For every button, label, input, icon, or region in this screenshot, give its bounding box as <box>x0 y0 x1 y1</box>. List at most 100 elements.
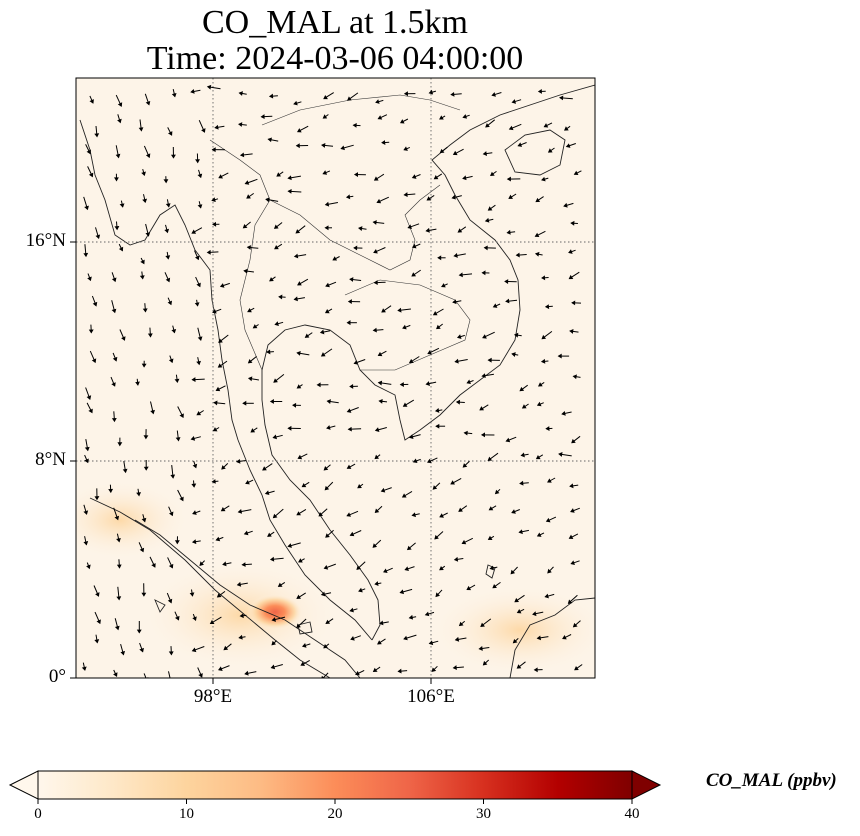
wind-arrow-head <box>425 227 430 233</box>
wind-arrow-head <box>573 170 579 176</box>
wind-arrow-head <box>487 535 493 541</box>
map-title-line2: Time: 2024-03-06 04:00:00 <box>146 40 524 77</box>
wind-arrow-head <box>436 324 441 330</box>
wind-arrow-head <box>478 646 483 651</box>
wind-arrow-head <box>221 465 226 470</box>
wind-arrow-head <box>287 543 292 548</box>
wind-arrow-head <box>211 479 216 484</box>
wind-arrow-head <box>274 321 279 327</box>
wind-arrow-head <box>319 329 325 335</box>
wind-arrow-head <box>296 594 301 599</box>
wind-arrow-head <box>427 458 432 464</box>
wind-arrow-head <box>324 225 329 231</box>
wind-arrow-head <box>534 232 540 238</box>
wind-arrow-head <box>239 152 245 158</box>
wind-arrow-head <box>428 89 434 95</box>
wind-arrow-head <box>274 244 279 250</box>
wind-arrow-head <box>439 566 444 571</box>
plume-hotspot <box>247 594 303 630</box>
lat-tick-label-16n: 16°N <box>25 230 66 251</box>
wind-arrow-head <box>516 664 522 669</box>
wind-arrow-head <box>545 426 550 431</box>
wind-arrow-head <box>170 474 176 479</box>
wind-arrow-head <box>547 148 553 153</box>
wind-arrow-head <box>562 634 567 640</box>
wind-arrow-head <box>213 400 218 406</box>
wind-arrow-head <box>169 511 174 517</box>
wind-arrow-head <box>403 192 408 198</box>
wind-arrow-head <box>168 358 174 364</box>
wind-arrow-head <box>265 197 270 203</box>
wind-arrow-head <box>114 177 119 182</box>
wind-arrow-head <box>504 279 509 285</box>
wind-arrow-head <box>434 408 440 413</box>
wind-arrow-head <box>111 417 117 423</box>
wind-arrow-head <box>326 425 331 430</box>
wind-arrow-head <box>191 647 197 653</box>
axis-ticks <box>70 241 432 684</box>
wind-arrow-head <box>151 563 156 568</box>
wind-arrow-head <box>463 430 468 436</box>
wind-arrow-head <box>83 252 89 258</box>
wind-arrow-head <box>452 150 458 156</box>
wind-arrow-head <box>247 376 253 382</box>
wind-arrow-head <box>572 374 577 380</box>
wind-arrow-head <box>165 203 171 208</box>
wind-arrow-head <box>568 274 574 280</box>
wind-arrow-head <box>403 635 408 641</box>
wind-arrow-head <box>533 667 538 673</box>
wind-arrow-head <box>88 408 93 414</box>
colorbar-label: CO_MAL (ppbv) <box>706 770 837 791</box>
wind-arrow-head <box>494 489 500 495</box>
wind-arrow-head <box>136 629 142 634</box>
colorbar-bar <box>37 770 633 800</box>
wind-arrow-head <box>435 592 440 598</box>
wind-arrow-head <box>564 126 569 131</box>
wind-arrow-head <box>197 336 203 341</box>
wind-arrow-head <box>86 564 91 570</box>
wind-arrow-head <box>143 466 149 471</box>
wind-arrow-head <box>220 506 226 512</box>
wind-arrow-head <box>381 308 386 313</box>
wind-arrow-head <box>136 492 142 497</box>
wind-arrow-head <box>426 196 432 201</box>
wind-arrow-head <box>117 118 122 124</box>
wind-arrow-head <box>482 334 487 339</box>
wind-arrow-head <box>432 485 438 490</box>
wind-arrow-head <box>403 146 408 151</box>
wind-arrow-head <box>456 334 462 340</box>
wind-arrow-head <box>87 276 92 282</box>
wind-arrow-head <box>212 309 217 314</box>
wind-arrow-head <box>271 640 276 646</box>
wind-arrow-head <box>350 635 355 641</box>
wind-arrow-head <box>117 442 123 447</box>
wind-arrow-head <box>287 175 292 181</box>
wind-arrow-head <box>508 125 514 131</box>
wind-arrow-head <box>174 615 180 621</box>
wind-arrow-head <box>264 490 270 495</box>
wind-arrow-head <box>84 458 89 464</box>
wind-arrow-head <box>95 234 101 240</box>
wind-arrow-head <box>536 532 542 537</box>
wind-arrow-head <box>411 243 417 249</box>
wind-arrow-head <box>466 585 472 591</box>
wind-arrow-head <box>383 568 388 574</box>
colorbar-extend-min <box>8 770 39 800</box>
wind-arrow-head <box>269 277 274 282</box>
wind-arrow-head <box>322 114 328 119</box>
wind-arrow-head <box>94 496 100 501</box>
wind-arrow-head <box>433 174 439 180</box>
wind-arrow-head <box>139 547 145 553</box>
wind-arrow-head <box>298 558 303 563</box>
wind-arrow-head <box>519 386 525 392</box>
lat-tick-label-0: 0° <box>48 666 66 687</box>
wind-arrow-head <box>179 413 184 419</box>
wind-arrow-head <box>437 255 442 261</box>
wind-arrow-head <box>519 480 524 486</box>
wind-arrow-head <box>139 275 145 280</box>
wind-arrow-head <box>206 249 211 255</box>
wind-arrow-head <box>214 124 219 130</box>
wind-arrow-head <box>238 122 243 127</box>
wind-arrow-head <box>236 458 241 464</box>
